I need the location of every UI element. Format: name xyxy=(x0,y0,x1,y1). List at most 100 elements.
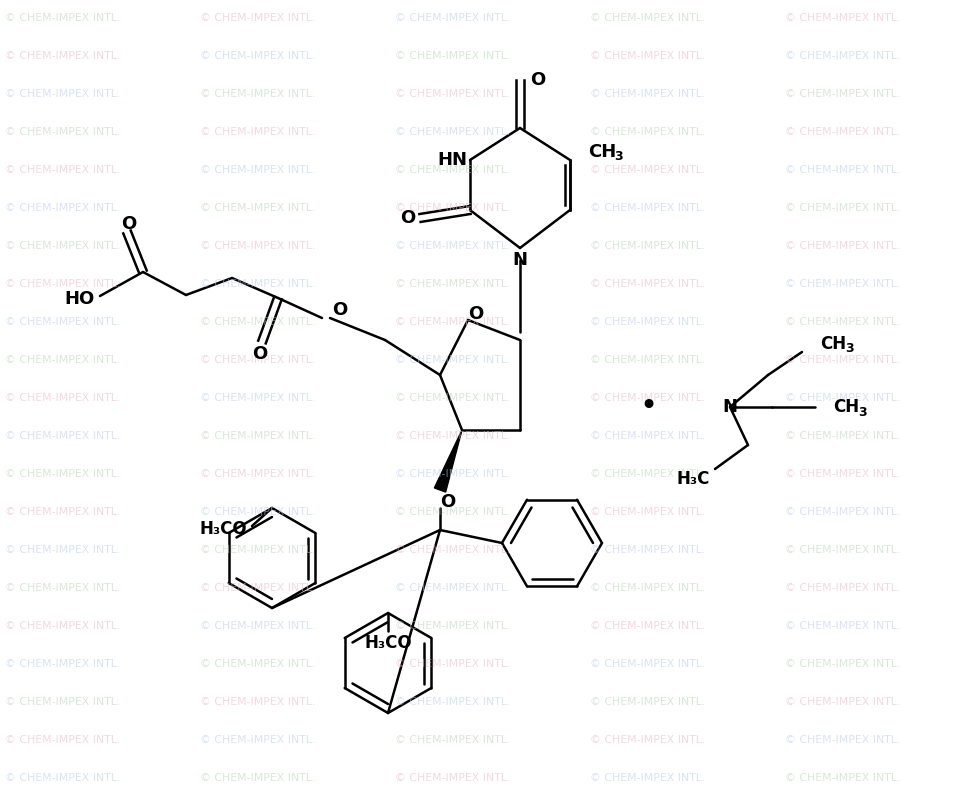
Text: © CHEM-IMPEX INTL.: © CHEM-IMPEX INTL. xyxy=(200,127,316,137)
Text: 3: 3 xyxy=(845,342,853,356)
Text: © CHEM-IMPEX INTL.: © CHEM-IMPEX INTL. xyxy=(200,621,316,631)
Text: © CHEM-IMPEX INTL.: © CHEM-IMPEX INTL. xyxy=(785,659,900,669)
Text: © CHEM-IMPEX INTL.: © CHEM-IMPEX INTL. xyxy=(395,431,510,441)
Text: © CHEM-IMPEX INTL.: © CHEM-IMPEX INTL. xyxy=(200,13,316,23)
Text: © CHEM-IMPEX INTL.: © CHEM-IMPEX INTL. xyxy=(395,469,510,479)
Text: © CHEM-IMPEX INTL.: © CHEM-IMPEX INTL. xyxy=(395,127,510,137)
Text: © CHEM-IMPEX INTL.: © CHEM-IMPEX INTL. xyxy=(5,279,120,289)
Text: CH: CH xyxy=(833,398,859,416)
Text: © CHEM-IMPEX INTL.: © CHEM-IMPEX INTL. xyxy=(785,735,900,745)
Text: © CHEM-IMPEX INTL.: © CHEM-IMPEX INTL. xyxy=(785,355,900,365)
Text: O: O xyxy=(252,345,268,363)
Text: © CHEM-IMPEX INTL.: © CHEM-IMPEX INTL. xyxy=(590,735,705,745)
Text: © CHEM-IMPEX INTL.: © CHEM-IMPEX INTL. xyxy=(590,89,705,99)
Text: © CHEM-IMPEX INTL.: © CHEM-IMPEX INTL. xyxy=(395,317,510,327)
Text: © CHEM-IMPEX INTL.: © CHEM-IMPEX INTL. xyxy=(5,13,120,23)
Text: © CHEM-IMPEX INTL.: © CHEM-IMPEX INTL. xyxy=(200,165,316,175)
Text: © CHEM-IMPEX INTL.: © CHEM-IMPEX INTL. xyxy=(395,583,510,593)
Text: © CHEM-IMPEX INTL.: © CHEM-IMPEX INTL. xyxy=(200,89,316,99)
Text: © CHEM-IMPEX INTL.: © CHEM-IMPEX INTL. xyxy=(785,89,900,99)
Text: © CHEM-IMPEX INTL.: © CHEM-IMPEX INTL. xyxy=(785,431,900,441)
Text: © CHEM-IMPEX INTL.: © CHEM-IMPEX INTL. xyxy=(5,89,120,99)
Text: © CHEM-IMPEX INTL.: © CHEM-IMPEX INTL. xyxy=(785,241,900,251)
Text: © CHEM-IMPEX INTL.: © CHEM-IMPEX INTL. xyxy=(395,165,510,175)
Text: N: N xyxy=(512,251,528,269)
Text: © CHEM-IMPEX INTL.: © CHEM-IMPEX INTL. xyxy=(785,469,900,479)
Text: © CHEM-IMPEX INTL.: © CHEM-IMPEX INTL. xyxy=(5,583,120,593)
Text: © CHEM-IMPEX INTL.: © CHEM-IMPEX INTL. xyxy=(590,241,705,251)
Text: © CHEM-IMPEX INTL.: © CHEM-IMPEX INTL. xyxy=(590,545,705,555)
Text: © CHEM-IMPEX INTL.: © CHEM-IMPEX INTL. xyxy=(5,659,120,669)
Text: HO: HO xyxy=(64,290,95,308)
Text: © CHEM-IMPEX INTL.: © CHEM-IMPEX INTL. xyxy=(395,241,510,251)
Text: © CHEM-IMPEX INTL.: © CHEM-IMPEX INTL. xyxy=(590,469,705,479)
Text: 3: 3 xyxy=(614,151,622,164)
Text: © CHEM-IMPEX INTL.: © CHEM-IMPEX INTL. xyxy=(590,773,705,783)
Text: © CHEM-IMPEX INTL.: © CHEM-IMPEX INTL. xyxy=(785,583,900,593)
Text: © CHEM-IMPEX INTL.: © CHEM-IMPEX INTL. xyxy=(200,51,316,61)
Text: •: • xyxy=(639,392,657,422)
Text: © CHEM-IMPEX INTL.: © CHEM-IMPEX INTL. xyxy=(5,507,120,517)
Text: © CHEM-IMPEX INTL.: © CHEM-IMPEX INTL. xyxy=(785,545,900,555)
Text: © CHEM-IMPEX INTL.: © CHEM-IMPEX INTL. xyxy=(590,317,705,327)
Text: O: O xyxy=(440,493,456,511)
Text: © CHEM-IMPEX INTL.: © CHEM-IMPEX INTL. xyxy=(590,697,705,707)
Text: © CHEM-IMPEX INTL.: © CHEM-IMPEX INTL. xyxy=(590,127,705,137)
Text: 3: 3 xyxy=(858,406,867,418)
Text: © CHEM-IMPEX INTL.: © CHEM-IMPEX INTL. xyxy=(785,13,900,23)
Text: © CHEM-IMPEX INTL.: © CHEM-IMPEX INTL. xyxy=(395,507,510,517)
Text: O: O xyxy=(332,301,348,319)
Text: © CHEM-IMPEX INTL.: © CHEM-IMPEX INTL. xyxy=(5,735,120,745)
Text: © CHEM-IMPEX INTL.: © CHEM-IMPEX INTL. xyxy=(590,279,705,289)
Text: © CHEM-IMPEX INTL.: © CHEM-IMPEX INTL. xyxy=(785,317,900,327)
Text: © CHEM-IMPEX INTL.: © CHEM-IMPEX INTL. xyxy=(590,13,705,23)
Text: H₃C: H₃C xyxy=(677,470,710,488)
Text: © CHEM-IMPEX INTL.: © CHEM-IMPEX INTL. xyxy=(200,393,316,403)
Text: © CHEM-IMPEX INTL.: © CHEM-IMPEX INTL. xyxy=(590,355,705,365)
Text: © CHEM-IMPEX INTL.: © CHEM-IMPEX INTL. xyxy=(5,393,120,403)
Text: © CHEM-IMPEX INTL.: © CHEM-IMPEX INTL. xyxy=(200,469,316,479)
Text: © CHEM-IMPEX INTL.: © CHEM-IMPEX INTL. xyxy=(590,393,705,403)
Text: © CHEM-IMPEX INTL.: © CHEM-IMPEX INTL. xyxy=(5,165,120,175)
Text: O: O xyxy=(122,215,136,233)
Text: © CHEM-IMPEX INTL.: © CHEM-IMPEX INTL. xyxy=(395,659,510,669)
Text: © CHEM-IMPEX INTL.: © CHEM-IMPEX INTL. xyxy=(5,317,120,327)
Text: © CHEM-IMPEX INTL.: © CHEM-IMPEX INTL. xyxy=(785,51,900,61)
Text: N: N xyxy=(723,398,737,416)
Text: © CHEM-IMPEX INTL.: © CHEM-IMPEX INTL. xyxy=(200,659,316,669)
Text: © CHEM-IMPEX INTL.: © CHEM-IMPEX INTL. xyxy=(200,203,316,213)
Text: © CHEM-IMPEX INTL.: © CHEM-IMPEX INTL. xyxy=(590,165,705,175)
Text: © CHEM-IMPEX INTL.: © CHEM-IMPEX INTL. xyxy=(395,621,510,631)
Text: © CHEM-IMPEX INTL.: © CHEM-IMPEX INTL. xyxy=(5,697,120,707)
Text: © CHEM-IMPEX INTL.: © CHEM-IMPEX INTL. xyxy=(200,431,316,441)
Text: © CHEM-IMPEX INTL.: © CHEM-IMPEX INTL. xyxy=(785,165,900,175)
Text: © CHEM-IMPEX INTL.: © CHEM-IMPEX INTL. xyxy=(5,203,120,213)
Text: O: O xyxy=(531,71,545,89)
Text: H₃CO: H₃CO xyxy=(364,634,412,652)
Text: © CHEM-IMPEX INTL.: © CHEM-IMPEX INTL. xyxy=(590,659,705,669)
Text: O: O xyxy=(400,209,416,227)
Text: H₃CO: H₃CO xyxy=(200,520,247,538)
Text: O: O xyxy=(468,305,484,323)
Text: © CHEM-IMPEX INTL.: © CHEM-IMPEX INTL. xyxy=(200,241,316,251)
Text: © CHEM-IMPEX INTL.: © CHEM-IMPEX INTL. xyxy=(395,203,510,213)
Text: © CHEM-IMPEX INTL.: © CHEM-IMPEX INTL. xyxy=(785,279,900,289)
Text: © CHEM-IMPEX INTL.: © CHEM-IMPEX INTL. xyxy=(200,773,316,783)
Text: © CHEM-IMPEX INTL.: © CHEM-IMPEX INTL. xyxy=(395,89,510,99)
Text: © CHEM-IMPEX INTL.: © CHEM-IMPEX INTL. xyxy=(5,773,120,783)
Text: © CHEM-IMPEX INTL.: © CHEM-IMPEX INTL. xyxy=(200,545,316,555)
Polygon shape xyxy=(434,430,462,492)
Text: © CHEM-IMPEX INTL.: © CHEM-IMPEX INTL. xyxy=(5,127,120,137)
Text: CH: CH xyxy=(588,143,617,161)
Text: © CHEM-IMPEX INTL.: © CHEM-IMPEX INTL. xyxy=(395,773,510,783)
Text: © CHEM-IMPEX INTL.: © CHEM-IMPEX INTL. xyxy=(590,431,705,441)
Text: © CHEM-IMPEX INTL.: © CHEM-IMPEX INTL. xyxy=(590,51,705,61)
Text: © CHEM-IMPEX INTL.: © CHEM-IMPEX INTL. xyxy=(395,393,510,403)
Text: © CHEM-IMPEX INTL.: © CHEM-IMPEX INTL. xyxy=(785,203,900,213)
Text: © CHEM-IMPEX INTL.: © CHEM-IMPEX INTL. xyxy=(395,355,510,365)
Text: © CHEM-IMPEX INTL.: © CHEM-IMPEX INTL. xyxy=(200,735,316,745)
Text: © CHEM-IMPEX INTL.: © CHEM-IMPEX INTL. xyxy=(590,507,705,517)
Text: © CHEM-IMPEX INTL.: © CHEM-IMPEX INTL. xyxy=(395,51,510,61)
Text: © CHEM-IMPEX INTL.: © CHEM-IMPEX INTL. xyxy=(200,507,316,517)
Text: © CHEM-IMPEX INTL.: © CHEM-IMPEX INTL. xyxy=(5,51,120,61)
